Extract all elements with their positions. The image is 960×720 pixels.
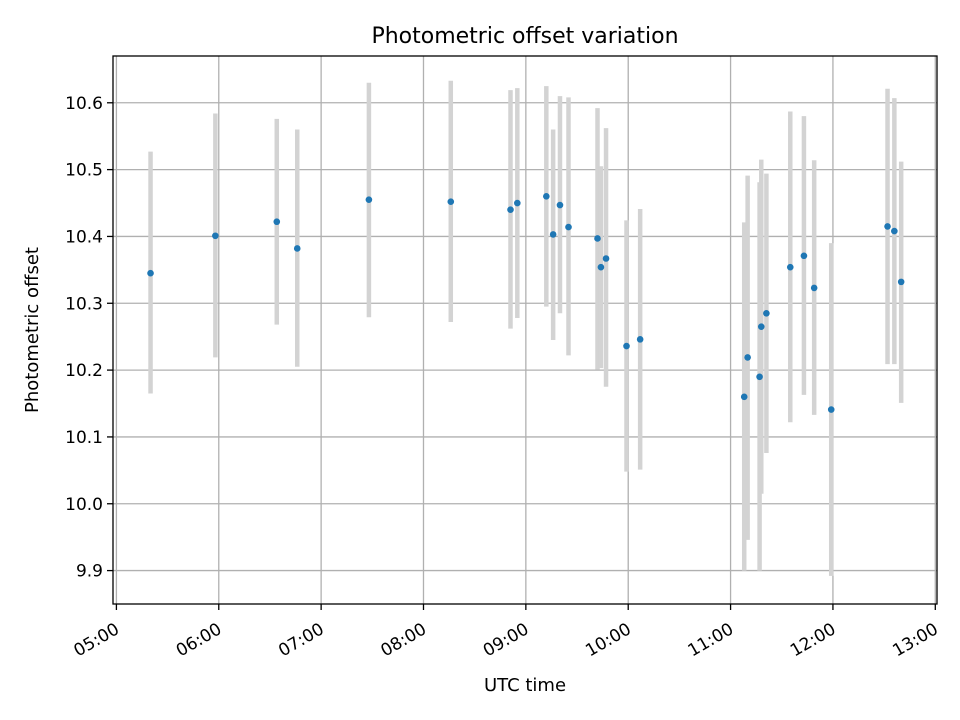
y-axis-label: Photometric offset: [22, 247, 43, 413]
data-point: [763, 309, 770, 317]
data-point: [507, 206, 514, 214]
data-point: [365, 196, 373, 203]
data-point: [897, 278, 905, 286]
chart-title: Photometric offset variation: [371, 24, 678, 49]
data-point: [636, 336, 644, 343]
y-tick-label: 10.3: [65, 294, 103, 314]
data-point: [514, 199, 521, 207]
x-axis-label: UTC time: [484, 675, 566, 696]
data-point: [884, 223, 891, 230]
data-point: [786, 263, 794, 271]
data-point: [623, 342, 630, 350]
data-point: [293, 245, 301, 252]
data-point: [147, 269, 154, 277]
data-point: [602, 255, 610, 262]
y-tick-label: 10.0: [65, 495, 103, 515]
data-point: [740, 393, 748, 401]
data-point: [757, 323, 765, 330]
y-tick-label: 10.4: [65, 227, 103, 247]
grid-lines: [113, 56, 937, 604]
plot-frame: [112, 55, 938, 605]
data-point: [549, 231, 557, 238]
data-point: [556, 201, 564, 209]
data-point: [212, 232, 219, 240]
y-tick-label: 9.9: [76, 562, 103, 582]
data-point: [891, 227, 898, 235]
data-points: [147, 193, 905, 413]
y-tick-label: 10.5: [65, 161, 103, 181]
data-point: [827, 406, 835, 413]
data-point: [273, 218, 281, 226]
data-point: [800, 252, 808, 260]
data-point: [597, 263, 605, 271]
y-tick-label: 10.2: [65, 361, 103, 381]
data-point: [756, 373, 763, 381]
y-tick-label: 10.1: [65, 428, 103, 448]
y-tick-label: 10.6: [65, 94, 103, 114]
data-point: [594, 235, 601, 242]
data-point: [447, 198, 455, 205]
data-point: [543, 193, 550, 200]
y-axis-ticks: 9.9 10.0 10.1 10.2 10.3 10.4 10.5 10.6: [65, 94, 113, 582]
data-point: [810, 284, 818, 292]
data-point: [744, 354, 751, 361]
data-point: [565, 223, 572, 231]
